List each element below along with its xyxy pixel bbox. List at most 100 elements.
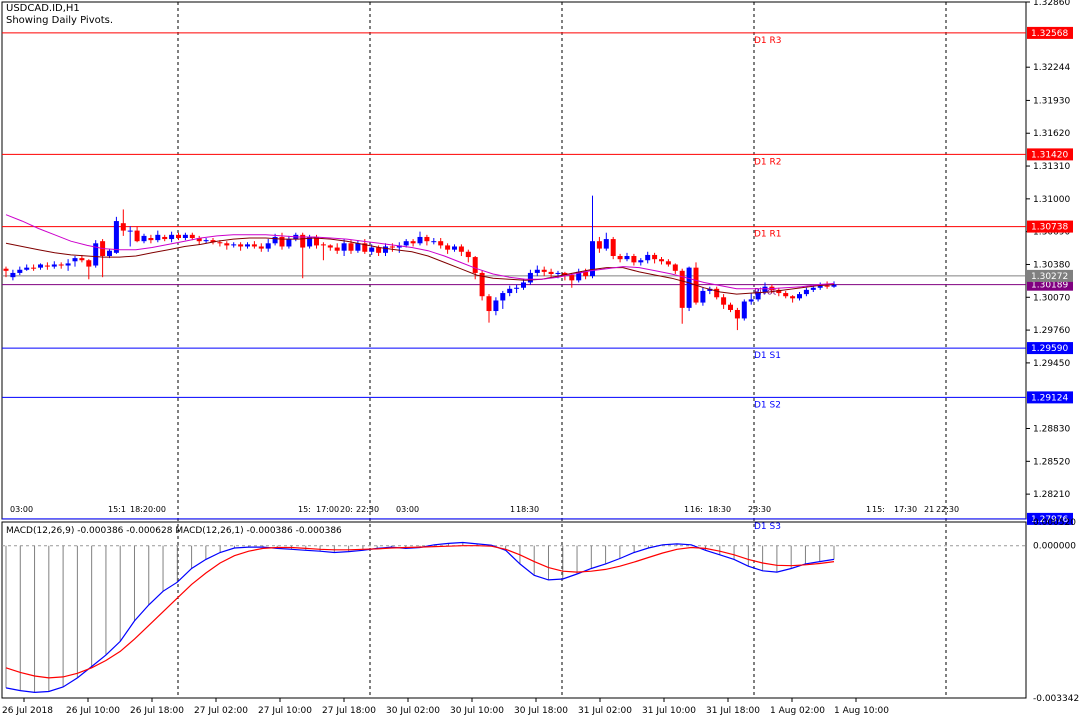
price-tag [1027,391,1073,404]
candle-body [355,243,361,251]
candle-body [583,271,589,277]
time-label: 15:1 [108,505,126,514]
candle-body [631,256,637,263]
candle-body [265,243,271,249]
macd-line [5,541,835,694]
candle-body [831,284,837,287]
candle-body [548,271,554,274]
x-tick-label: 27 Jul 10:00 [258,706,312,716]
candle-body [417,236,423,244]
price-tag [1027,512,1073,525]
symbol-label: USDCAD.ID,H1 [6,3,80,14]
x-tick-label: 1 Aug 10:00 [834,706,889,716]
candle-body [141,235,147,242]
candle-body [410,241,416,244]
candle-body [383,246,388,253]
candle-body [596,241,602,249]
candle-body [396,245,402,248]
moving-average-fast [5,214,835,290]
macd-y-tick-label: 0.000520 [1033,518,1076,528]
candle-body [17,269,23,273]
candle-body [58,264,64,266]
price-tag [1027,26,1073,39]
candle-body [307,236,313,247]
candle-body [755,291,761,300]
macd-y-tick-label: -0.003342 [1033,694,1079,704]
price-tag-label: 1.31420 [1031,150,1068,160]
candle-body [245,244,250,247]
candle-body [721,297,727,305]
price-tag-label: 1.32568 [1031,29,1068,39]
candle-body [251,244,257,247]
macd-panel-frame [1,521,1027,699]
candle-body [44,265,50,267]
candle-body [389,246,395,248]
candle-body [638,260,644,263]
time-label: 17:00 [316,505,339,514]
candle-body [728,304,733,310]
price-tag [1027,342,1073,355]
candle-body [707,288,713,291]
price-tag-label: 1.29590 [1031,344,1068,354]
candle-body [369,247,375,252]
current-price-tag [1027,269,1073,282]
candle-body [776,289,782,294]
time-label: 18:20:00 [130,505,166,514]
candle-body [224,243,230,246]
time-label: 15: [872,505,885,514]
price-tag-label: 1.30738 [1031,223,1068,233]
time-label: 18:30 [516,505,539,514]
time-label: 03:00 [10,505,33,514]
candle-body [403,241,409,246]
candle-body [741,301,747,319]
candle-body [445,245,451,250]
time-label: 1 [510,505,515,514]
macd-label: MACD(12,26,9) -0.000386 -0.000628 MACD(1… [6,526,342,536]
x-tick-label: 31 Jul 10:00 [642,706,696,716]
price-tag [1027,220,1073,233]
candle-body [424,236,430,242]
candle-body [320,244,326,246]
candle-body [148,238,154,241]
candle-body [797,294,802,299]
x-tick-label: 30 Jul 18:00 [514,706,568,716]
candle-body [155,234,161,241]
y-tick-label: 1.28830 [1033,425,1070,435]
candle-body [603,239,609,249]
candle-body [645,254,651,261]
candle-body [803,289,809,295]
candle-body [610,239,616,257]
candle-body [493,300,499,312]
time-label: 18:30 [708,505,731,514]
time-label: 21 [924,505,934,514]
candle-body [93,243,99,266]
candle-body [465,251,471,258]
pivot-line-label: D1 S1 [754,351,781,361]
candle-body [376,247,382,253]
candle-body [203,240,209,242]
candle-body [189,234,195,239]
candle-body [314,236,319,246]
candle-body [652,254,658,260]
pivot-line-label: D1 R1 [754,230,782,240]
moving-average-slow [5,237,835,295]
candle-body [617,256,623,260]
y-tick-label: 1.28210 [1033,490,1070,500]
candle-body [72,258,78,262]
time-label: 15: [298,505,311,514]
pivot-line-label: D1 S3 [754,522,781,532]
y-tick-label: 1.31620 [1033,129,1070,139]
candle-body [182,234,188,239]
candle-body [300,234,306,248]
candle-body [555,272,561,274]
candle-body [748,299,754,302]
candle-body [665,261,671,265]
x-tick-label: 26 Jul 18:00 [130,706,184,716]
candle-body [210,240,216,243]
candle-body [500,293,506,301]
pivot-line-label: D1 R2 [754,157,782,167]
price-tag-label: 1.27976 [1031,515,1068,525]
time-label: 1 [866,505,871,514]
candle-body [672,264,678,271]
y-tick-label: 1.31930 [1033,96,1070,106]
